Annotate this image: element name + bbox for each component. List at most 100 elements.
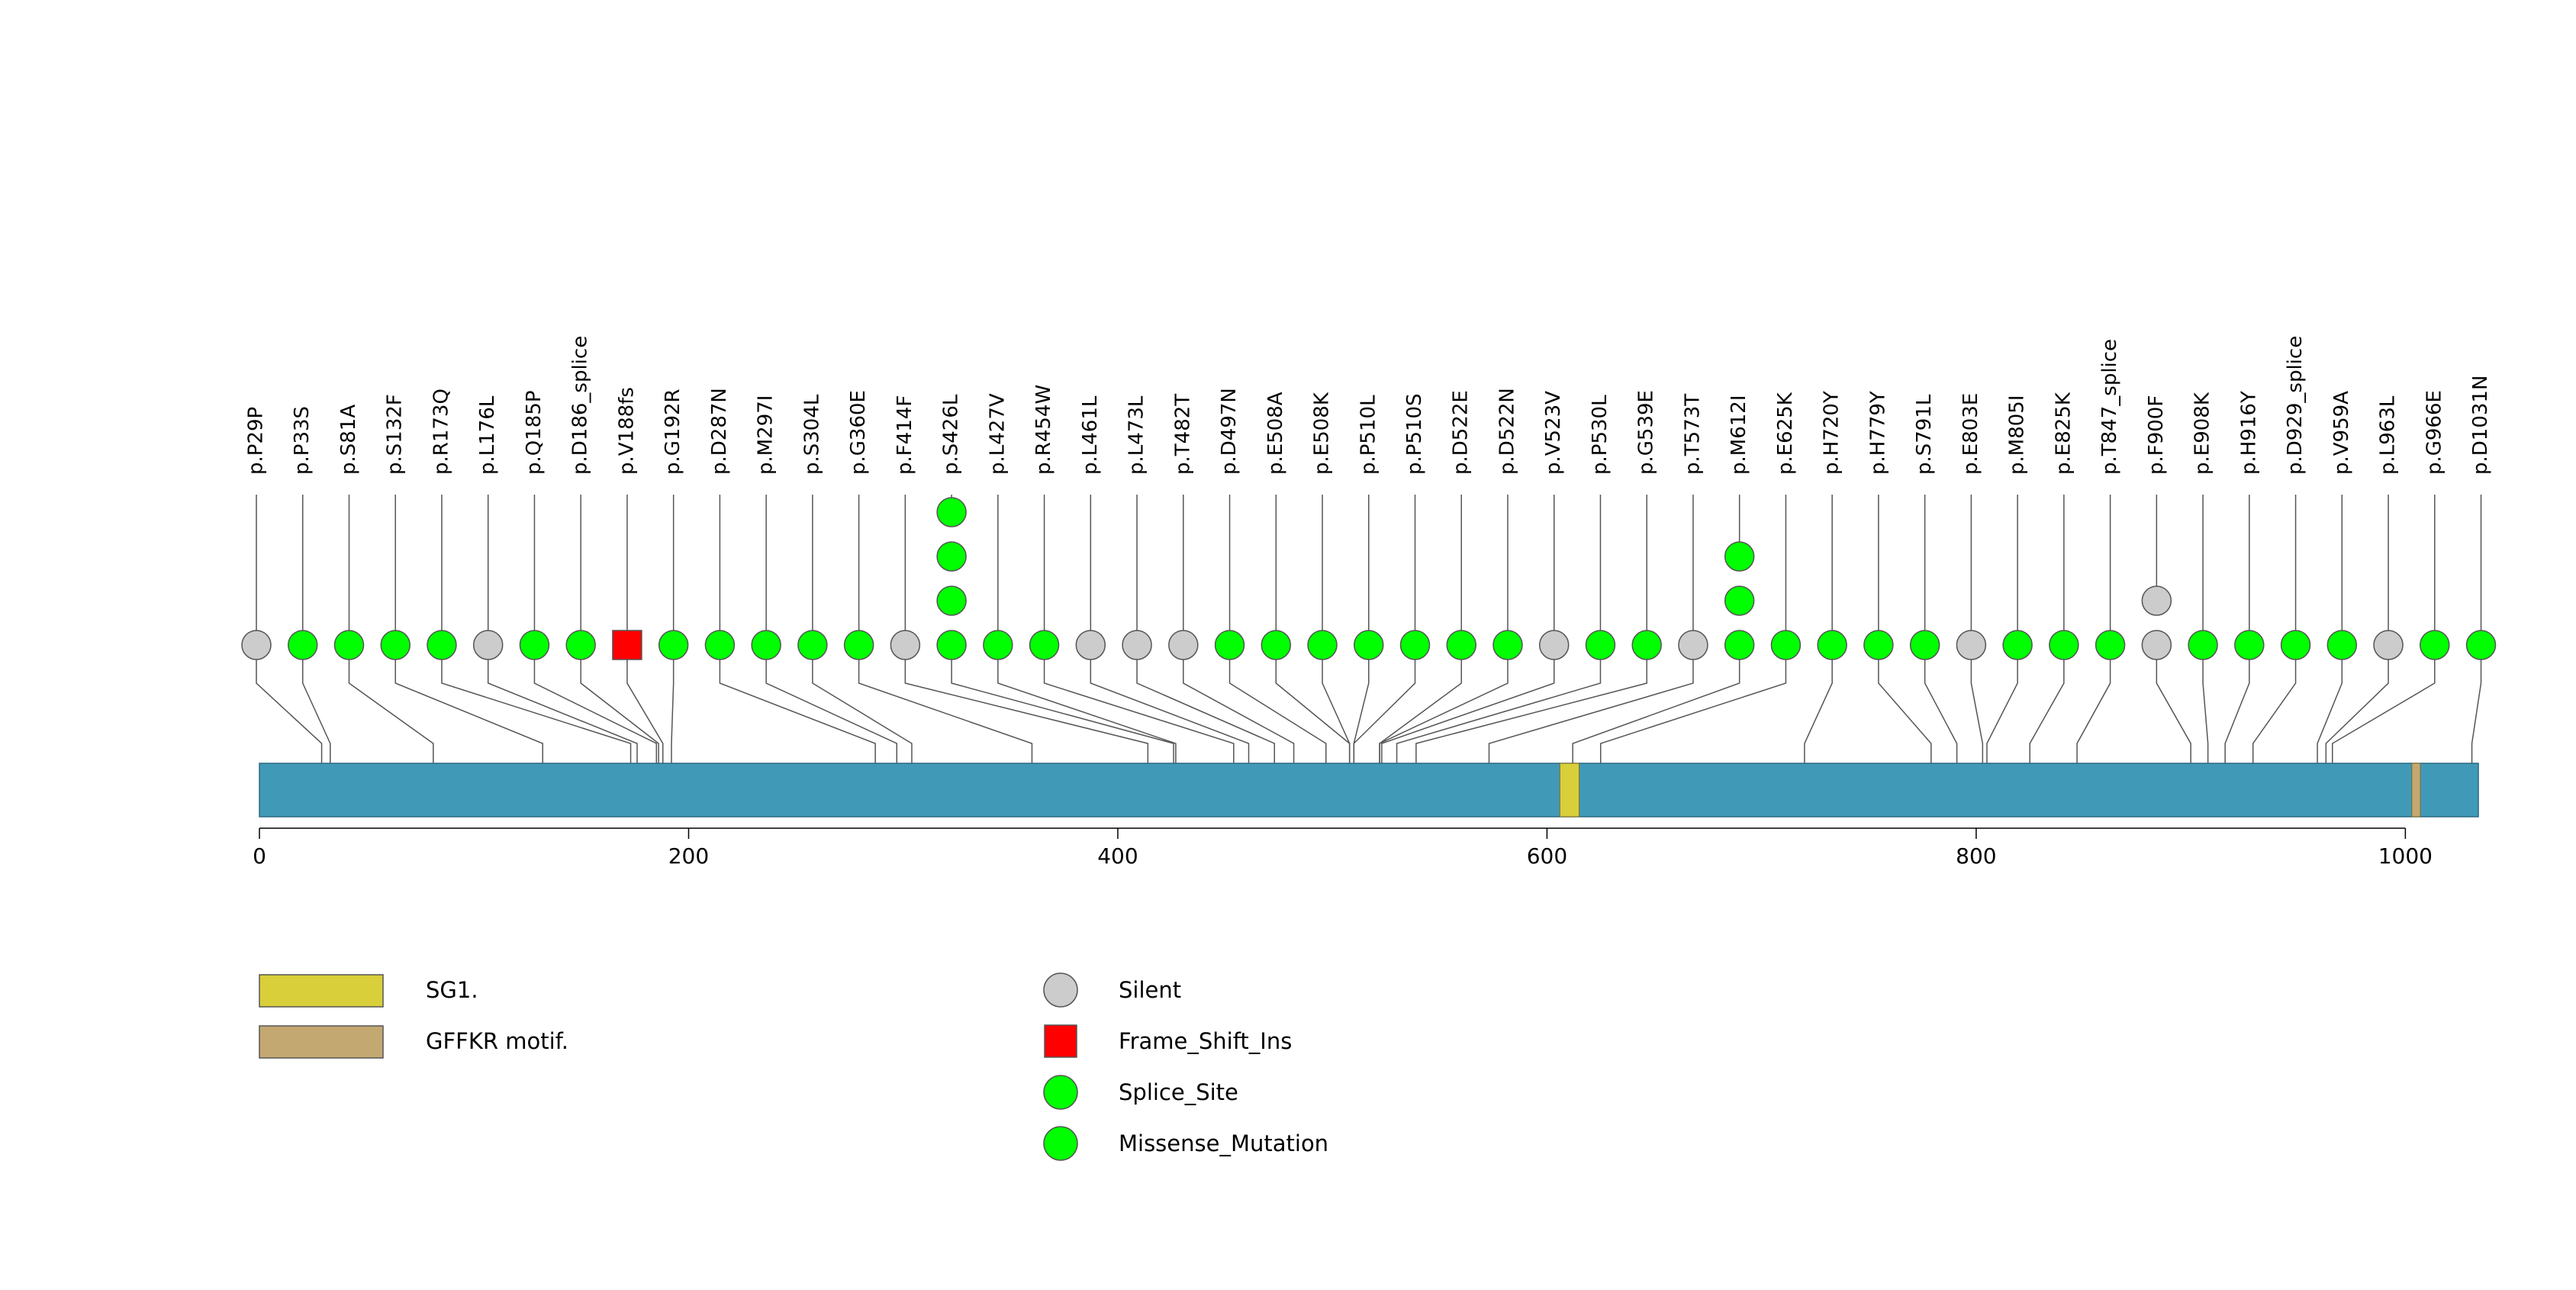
mutation-label: p.E803E [1959, 393, 1982, 475]
connector-line [2202, 660, 2209, 763]
connector-line [1878, 660, 1932, 763]
axis-tick-label: 800 [1956, 843, 1996, 869]
legend-type-label: Splice_Site [1119, 1079, 1238, 1105]
legend-type-circle [1043, 1075, 1078, 1110]
connector-line [1488, 660, 1694, 763]
marker-splice-site [2280, 630, 2311, 660]
connector-line [1379, 660, 1462, 763]
connector-line [1353, 660, 1416, 763]
marker-missense [751, 630, 781, 660]
connector-line [1415, 660, 1647, 763]
mutation-label: p.P33S [291, 406, 314, 475]
mutation-label: p.F414F [894, 395, 916, 475]
connector-line [1136, 660, 1276, 763]
marker-missense [2188, 630, 2218, 660]
mutation-label: p.G192R [662, 389, 684, 475]
marker-missense [1029, 630, 1060, 660]
marker-missense [380, 630, 411, 660]
mutation-label: p.L176L [476, 395, 499, 475]
mutation-label: p.M297I [755, 395, 778, 476]
mutation-label: p.S81A [337, 405, 360, 475]
mutation-label: p.S132F [384, 394, 407, 475]
marker-missense [1724, 541, 1755, 572]
marker-splice-site [565, 630, 596, 660]
connector-line [2156, 660, 2191, 763]
connector-line [1572, 660, 1740, 763]
mutation-label: p.D186_splice [569, 336, 592, 475]
legend-type-label: Frame_Shift_Ins [1119, 1028, 1292, 1054]
marker-silent [2141, 630, 2172, 660]
connector-line [1396, 660, 1602, 763]
mutation-label: p.V523V [1542, 391, 1565, 475]
mutation-label: p.D287N [708, 388, 731, 475]
marker-missense [1631, 630, 1662, 660]
connector-line [2252, 660, 2297, 763]
marker-missense [2234, 630, 2265, 660]
mutation-label: p.M805I [2006, 395, 2029, 476]
legend-domain-label: GFFKR motif. [426, 1028, 568, 1054]
marker-missense [1724, 585, 1755, 616]
mutation-label: p.S791L [1913, 394, 1936, 475]
domain-gffkr [2411, 763, 2421, 818]
mutation-label: p.H779Y [1866, 391, 1889, 475]
marker-silent [2373, 630, 2404, 660]
mutation-label: p.E908K [2191, 392, 2214, 475]
connector-line [2332, 660, 2436, 763]
marker-silent [1168, 630, 1199, 660]
marker-missense [797, 630, 828, 660]
axis-tick-label: 600 [1527, 843, 1567, 869]
mutation-label: p.G539E [1635, 390, 1658, 475]
connector-line [2471, 660, 2482, 763]
connector-line [1322, 660, 1351, 763]
axis-tick-label: 400 [1097, 843, 1138, 869]
connector-line [301, 660, 331, 763]
mutation-label: p.E508K [1311, 392, 1334, 475]
domain-sg1 [1559, 763, 1580, 818]
marker-missense [1909, 630, 1940, 660]
protein-backbone [259, 763, 2479, 818]
mutation-label: p.H916Y [2237, 391, 2260, 475]
connector-line [2076, 660, 2111, 763]
marker-silent [241, 630, 272, 660]
legend-type-label: Silent [1119, 977, 1181, 1003]
connector-line [580, 660, 659, 763]
connector-line [2317, 660, 2343, 763]
marker-missense [2420, 630, 2450, 660]
connector-line [719, 660, 876, 763]
mutation-label: p.L473L [1125, 395, 1148, 475]
marker-missense [936, 585, 967, 616]
mutation-label: p.R173Q [430, 389, 452, 475]
marker-missense [1446, 630, 1476, 660]
mutation-label: p.D1031N [2469, 376, 2492, 475]
legend-type-circle [1043, 972, 1078, 1008]
marker-missense [1863, 630, 1894, 660]
marker-missense [333, 630, 365, 660]
marker-missense [983, 630, 1013, 660]
mutation-label: p.S426L [940, 394, 963, 475]
mutation-label: p.P530L [1589, 395, 1612, 475]
mutation-label: p.P29P [245, 407, 268, 475]
mutation-label: p.V959A [2330, 391, 2353, 475]
marker-missense [936, 630, 967, 660]
marker-missense [1492, 630, 1523, 660]
mutation-label: p.L461L [1079, 395, 1102, 475]
mutation-label: p.S304L [800, 394, 823, 475]
connector-line [1379, 660, 1509, 763]
marker-frame-shift [612, 630, 642, 660]
marker-silent [1956, 630, 1987, 660]
legend-type-label: Missense_Mutation [1119, 1130, 1328, 1156]
connector-line [626, 660, 664, 763]
connector-line [671, 660, 675, 763]
mutation-label: p.L427V [986, 393, 1009, 475]
marker-missense [1307, 630, 1338, 660]
marker-missense [843, 630, 874, 660]
marker-silent [1538, 630, 1570, 660]
marker-missense [519, 630, 550, 660]
connector-line [256, 660, 323, 763]
connector-line [1599, 660, 1787, 763]
marker-missense [2049, 630, 2079, 660]
mutation-label: p.E625K [1774, 392, 1797, 475]
mutation-label: p.F900F [2145, 395, 2168, 475]
connector-line [1090, 660, 1250, 763]
